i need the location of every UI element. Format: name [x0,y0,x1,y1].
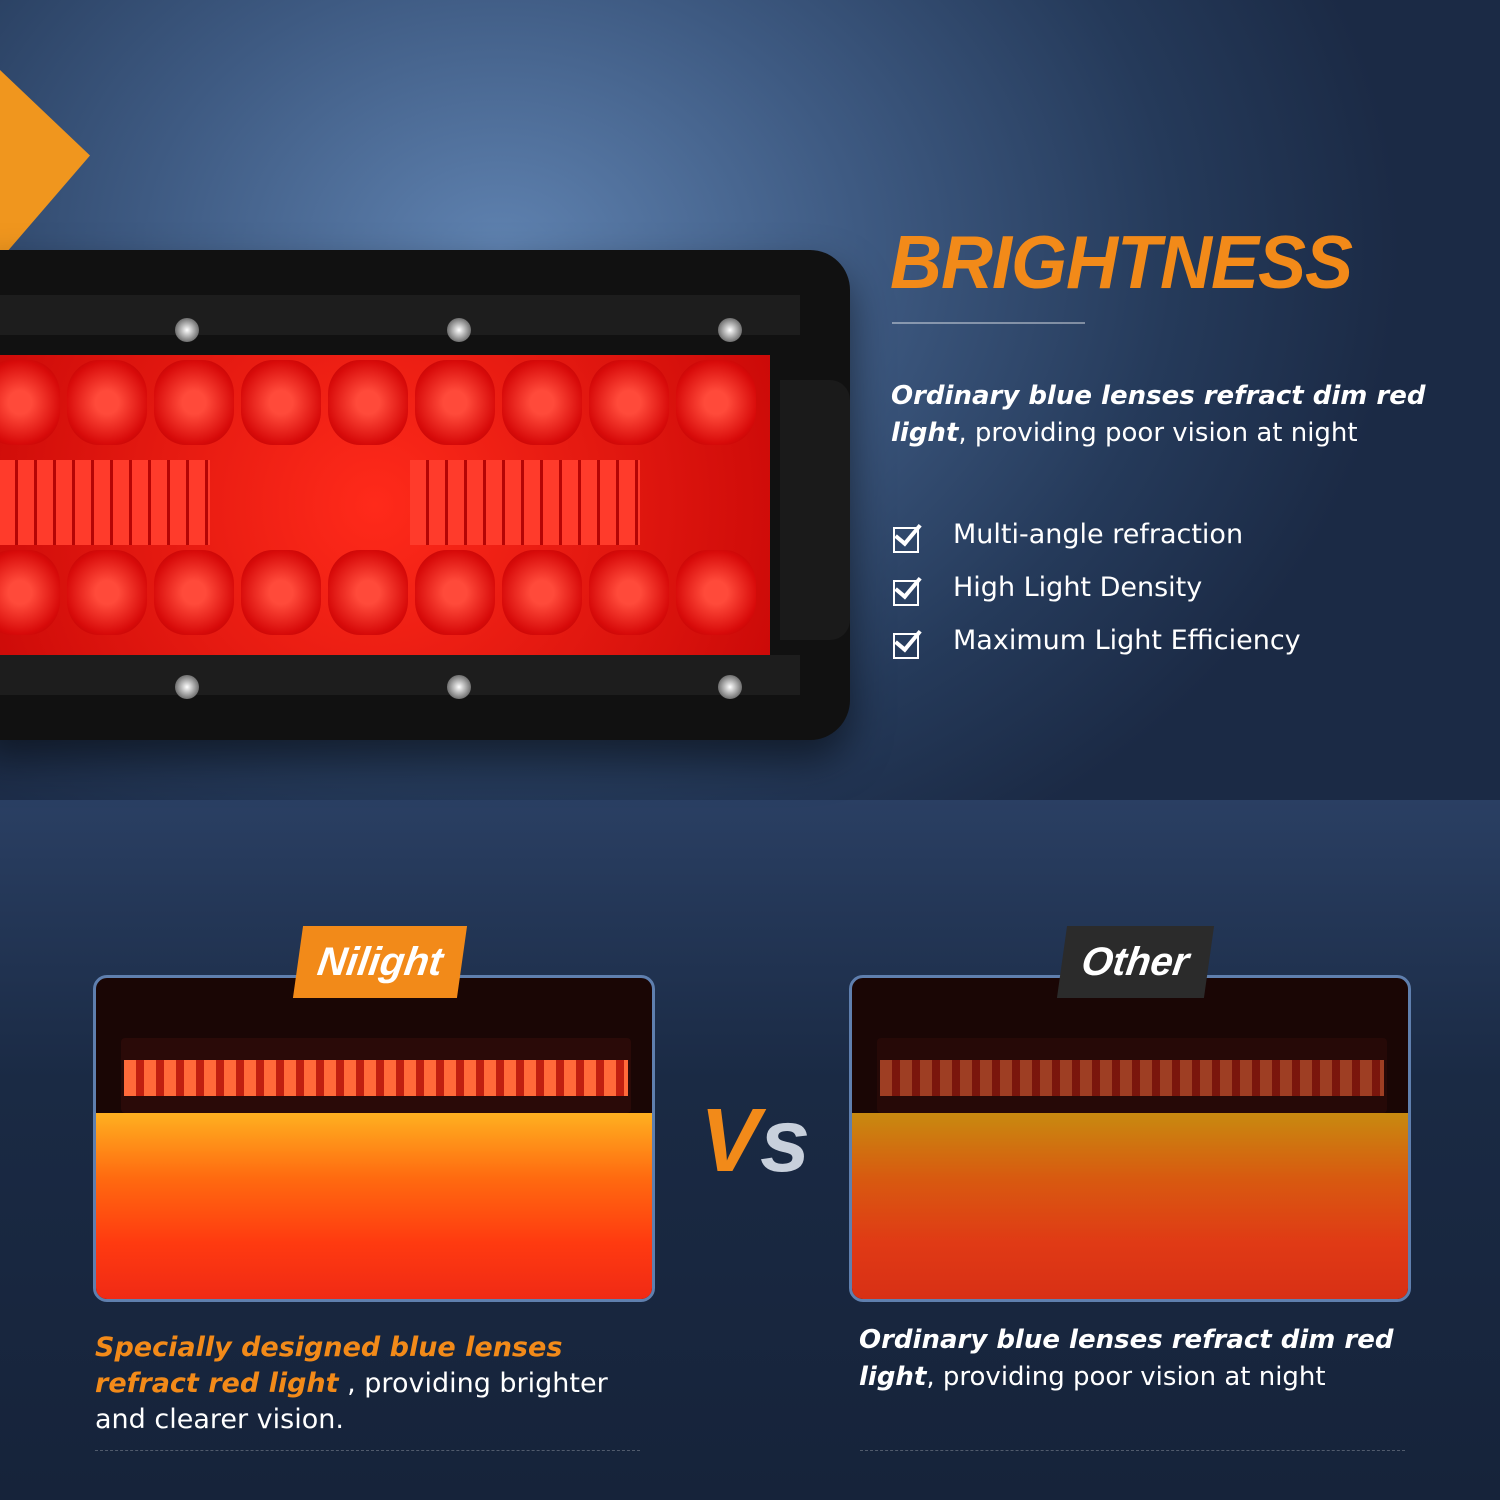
bottom-rail [0,655,800,695]
intro-bold: Ordinary blue lenses refract dim red lig… [891,381,1426,448]
screw [447,675,471,699]
screw [718,675,742,699]
led-reflector [241,360,321,445]
checkbox-checked-icon [893,625,925,659]
led-strip [410,460,640,545]
title-divider [892,322,1085,324]
feature-label: High Light Density [953,572,1203,603]
divider [860,1450,1405,1451]
feature-item: High Light Density [893,561,1301,614]
intro-rest: , providing poor vision at night [958,418,1358,448]
light-glow [852,1113,1408,1299]
led-reflector [502,550,582,635]
section-title: BRIGHTNESS [890,221,1353,305]
led-reflector [241,550,321,635]
led-reflector [502,360,582,445]
light-bar-image [0,250,850,740]
nilight-caption-highlight: Specially designed blue lenses refract r… [95,1332,563,1399]
light-bar [121,1038,631,1113]
vs-label: Vs [700,1091,811,1191]
led-reflector [676,360,756,445]
led-reflector [0,550,60,635]
nilight-caption: Specially designed blue lenses refract r… [95,1330,655,1438]
led-reflector [415,550,495,635]
led-reflector [154,550,234,635]
light-glow [96,1113,652,1299]
led-reflector [589,550,669,635]
screw [447,318,471,342]
led-reflector [589,360,669,445]
top-rail [0,295,800,335]
led-reflector [415,360,495,445]
other-comparison-photo [849,975,1411,1302]
vs-text: s [760,1091,811,1191]
other-badge: Other [1056,926,1214,998]
nilight-comparison-photo [93,975,655,1302]
red-lens [0,355,770,655]
led-reflector [0,360,60,445]
other-caption-bold: Ordinary blue lenses refract dim red lig… [859,1325,1394,1392]
led-reflector [676,550,756,635]
led-reflector [67,360,147,445]
nilight-badge: Nilight [292,926,468,998]
intro-text: Ordinary blue lenses refract dim red lig… [891,378,1491,452]
screw [175,318,199,342]
orange-accent-shape [0,70,90,260]
other-caption: Ordinary blue lenses refract dim red lig… [859,1322,1459,1396]
feature-label: Maximum Light Efficiency [953,625,1301,656]
screw [718,318,742,342]
led-strip [0,460,210,545]
feature-label: Multi-angle refraction [953,519,1244,550]
feature-item: Multi-angle refraction [893,508,1301,561]
checkbox-checked-icon [893,519,925,553]
nilight-caption-rest: , providing brighter and clearer vision. [95,1368,608,1435]
led-reflector [154,360,234,445]
led-reflector [67,550,147,635]
other-caption-rest: , providing poor vision at night [926,1362,1326,1392]
checkbox-checked-icon [893,572,925,606]
light-bar [877,1038,1387,1113]
led-reflector [328,550,408,635]
feature-list: Multi-angle refraction High Light Densit… [893,508,1301,667]
screw [175,675,199,699]
end-cap [780,380,850,640]
feature-item: Maximum Light Efficiency [893,614,1301,667]
led-reflector [328,360,408,445]
divider [95,1450,640,1451]
